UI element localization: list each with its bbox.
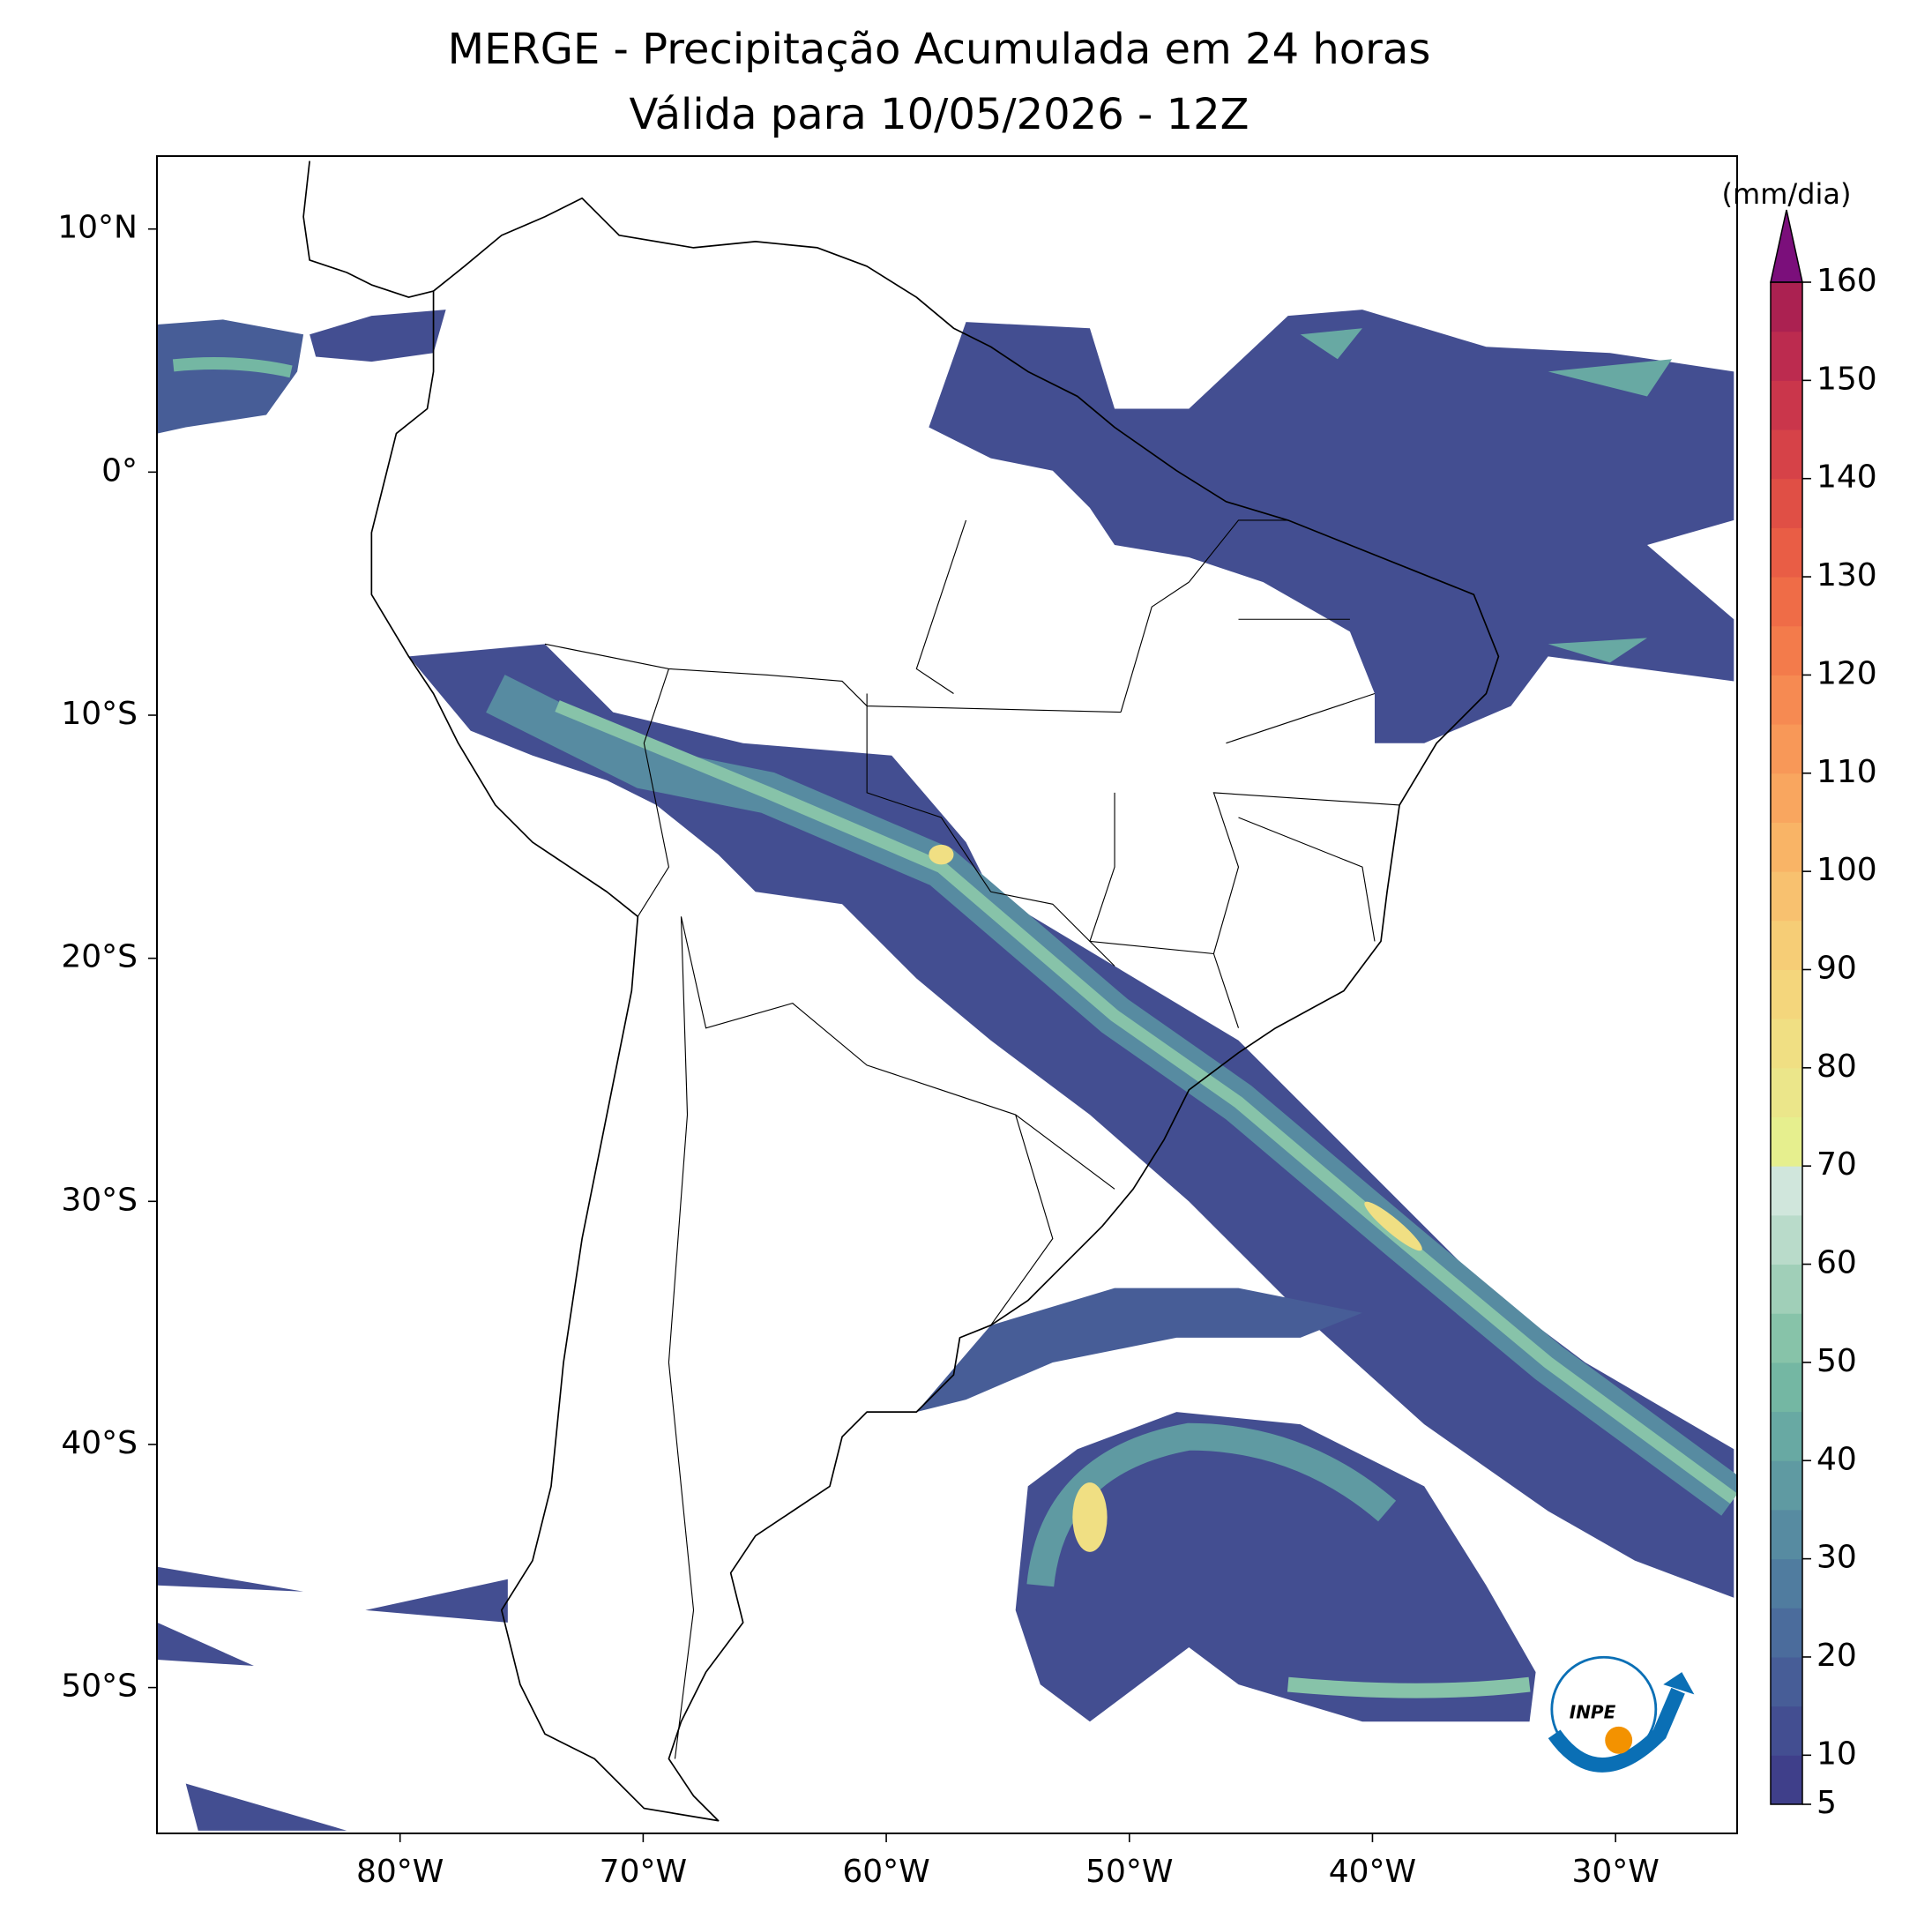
- colorbar-tick-label: 40: [1816, 1441, 1857, 1477]
- colorbar-segment: [1771, 920, 1802, 970]
- x-tick-label: 70°W: [600, 1854, 687, 1890]
- colorbar-tick-label: 5: [1816, 1785, 1837, 1821]
- colorbar-tick-label: 10: [1816, 1736, 1857, 1772]
- x-tick-label: 60°W: [842, 1854, 929, 1890]
- central-america: [302, 160, 434, 298]
- colorbar-tick-label: 120: [1816, 655, 1877, 691]
- colorbar-tick-label: 70: [1816, 1146, 1857, 1183]
- map: [157, 160, 1738, 1831]
- colorbar-segment: [1771, 1656, 1802, 1707]
- x-tick-label: 50°W: [1085, 1854, 1173, 1890]
- colorbar-segment: [1771, 1116, 1802, 1167]
- colorbar-segment: [1771, 1264, 1802, 1314]
- colorbar-segment: [1771, 478, 1802, 528]
- colorbar-segment: [1771, 1411, 1802, 1461]
- colorbar-tick-label: 100: [1816, 852, 1877, 888]
- x-tick-label: 40°W: [1329, 1854, 1416, 1890]
- colorbar-segment: [1771, 1558, 1802, 1609]
- colorbar-segment: [1771, 527, 1802, 578]
- colorbar-segment: [1771, 1166, 1802, 1216]
- colorbar-segment: [1771, 724, 1802, 774]
- colorbar-segment: [1771, 969, 1802, 1019]
- logo-icon: [1548, 1655, 1695, 1773]
- colorbar-segment: [1771, 331, 1802, 381]
- colorbar-segment: [1771, 282, 1802, 332]
- y-tick-label: 10°N: [57, 210, 138, 246]
- x-tick-label: 80°W: [356, 1854, 444, 1890]
- borders: [544, 519, 1400, 1759]
- colorbar-segment: [1771, 773, 1802, 823]
- y-tick-label: 10°S: [61, 696, 138, 732]
- y-tick-label: 0°: [101, 452, 138, 489]
- colorbar-tick-label: 60: [1816, 1245, 1857, 1281]
- y-tick-label: 20°S: [61, 939, 138, 975]
- colorbar-segment: [1771, 429, 1802, 480]
- colorbar-segment: [1771, 625, 1802, 676]
- colorbar-segment: [1771, 1509, 1802, 1560]
- y-tick-label: 40°S: [61, 1425, 138, 1461]
- coastline: [370, 197, 1500, 1822]
- colorbar-segment: [1771, 1019, 1802, 1069]
- colorbar-tick-label: 90: [1816, 950, 1857, 986]
- colorbar-segment: [1771, 380, 1802, 430]
- colorbar-segment: [1771, 1313, 1802, 1363]
- colorbar-tick-label: 110: [1816, 754, 1877, 790]
- colorbar-tick-label: 160: [1816, 263, 1877, 299]
- colorbar-tick-label: 50: [1816, 1343, 1857, 1379]
- colorbar-segment: [1771, 1214, 1802, 1265]
- colorbar-segment: [1771, 1067, 1802, 1118]
- colorbar-tick-label: 140: [1816, 459, 1877, 496]
- colorbar-tick-label: 150: [1816, 361, 1877, 397]
- colorbar-segment: [1771, 1706, 1802, 1756]
- colorbar-frame: [1770, 281, 1803, 1805]
- subtitle: Válida para 10/05/2026 - 12Z: [629, 90, 1249, 139]
- title: MERGE - Precipitação Acumulada em 24 hor…: [448, 25, 1431, 74]
- precipitation: [157, 310, 1738, 1831]
- colorbar-extend: [1770, 209, 1803, 283]
- y-tick-label: 50°S: [61, 1668, 138, 1705]
- colorbar-tick-label: 80: [1816, 1049, 1857, 1085]
- colorbar-tick-label: 20: [1816, 1638, 1857, 1674]
- colorbar-segment: [1771, 675, 1802, 725]
- colorbar-segment: [1771, 1608, 1802, 1658]
- colorbar-tick-label: 130: [1816, 557, 1877, 593]
- logo: INPE: [1570, 1702, 1616, 1723]
- colorbar-segment: [1771, 871, 1802, 922]
- colorbar-segment: [1771, 1460, 1802, 1511]
- map-frame: [156, 155, 1738, 1834]
- colorbar-label: (mm/dia): [1722, 177, 1852, 211]
- colorbar-segment: [1771, 1362, 1802, 1413]
- colorbar-tick-label: 30: [1816, 1540, 1857, 1576]
- y-tick-label: 30°S: [61, 1182, 138, 1218]
- colorbar-segment: [1771, 1755, 1802, 1805]
- colorbar-segment: [1771, 577, 1802, 627]
- x-tick-label: 30°W: [1571, 1854, 1659, 1890]
- colorbar-segment: [1771, 822, 1802, 872]
